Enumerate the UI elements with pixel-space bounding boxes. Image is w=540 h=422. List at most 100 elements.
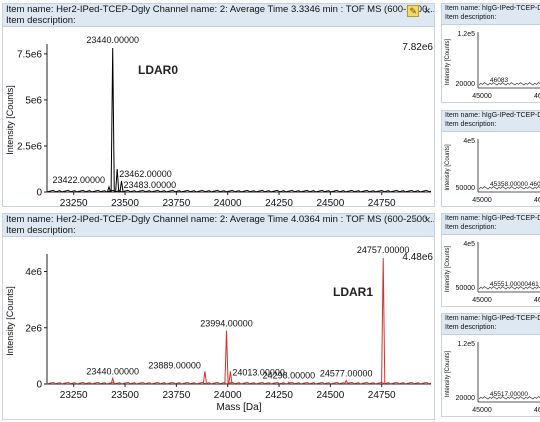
y-axis-label: Intensity [Counts] xyxy=(445,144,451,191)
x-tick-label: 45000 xyxy=(472,197,492,204)
spectrum-peak xyxy=(344,379,349,385)
peak-label: 23422.00000 xyxy=(52,175,105,185)
item-description-label: Item description: xyxy=(6,15,76,26)
y-tick-label: 50000 xyxy=(456,285,476,292)
x-axis-label: Mass [Da] xyxy=(216,402,261,413)
close-icon[interactable]: ✕ xyxy=(423,215,431,225)
peak-label: 45517.00000 xyxy=(490,391,528,398)
y-tick-label: 20000 xyxy=(456,395,476,402)
x-tick-label: 45000 xyxy=(472,297,492,304)
spectrum-peak xyxy=(202,371,207,385)
x-tick-label: 24000 xyxy=(214,390,242,401)
peak-label: 24577.00000 xyxy=(320,369,373,379)
panel-header: Item name: hIgG-IPed-TCEP-Dgl Item descr… xyxy=(442,314,540,335)
item-name-label: Item name: hIgG-IPed-TCEP-Dgl xyxy=(445,315,540,322)
spectrum-peak xyxy=(224,330,229,385)
peak-label: 23483.00000 xyxy=(124,180,177,190)
y-tick-label: 7.5e6 xyxy=(17,49,42,60)
x-tick-label: 24500 xyxy=(316,390,344,401)
x-tick-label: 460 xyxy=(534,297,540,304)
panel-header: Item name: hIgG-IPed-TCEP-Dgl Item descr… xyxy=(442,111,540,132)
y-tick-label: 5e6 xyxy=(25,95,42,106)
item-description-label: Item description: xyxy=(6,225,76,236)
spectrum-peak xyxy=(381,257,386,385)
side-spectrum-panel: Item name: hIgG-IPed-TCEP-Dgl Item descr… xyxy=(441,110,540,207)
x-tick-label: 24000 xyxy=(214,198,242,207)
side-spectrum-chart[interactable]: Intensity [Counts] 4e5 50000 45551.00000461… xyxy=(442,234,540,307)
y-tick-label: 20000 xyxy=(456,81,476,88)
species-annotation: LDAR0 xyxy=(138,63,178,77)
peak-label: 24298.00000 xyxy=(263,370,316,380)
y-axis-label: Intensity [Counts] xyxy=(445,350,451,397)
item-description-label: Item description: xyxy=(445,224,497,231)
peak-label: 23440.00000 xyxy=(86,35,139,45)
x-tick-label: 45000 xyxy=(472,407,492,414)
max-intensity-label: 7.82e6 xyxy=(402,42,433,53)
x-tick-label: 23750 xyxy=(162,390,190,401)
x-tick-label: 23500 xyxy=(111,390,139,401)
y-axis-label: Intensity [Counts] xyxy=(445,245,451,292)
panel-header: Item name: Her2-IPed-TCEP-Dgly Channel n… xyxy=(3,4,434,27)
baseline-trace xyxy=(478,82,540,86)
x-tick-label: 24250 xyxy=(265,198,293,207)
peak-label: 23994.00000 xyxy=(200,319,253,329)
close-icon[interactable]: ✕ xyxy=(423,6,431,16)
item-name-label: Item name: hIgG-IPed-TCEP-Dgl xyxy=(445,5,540,12)
side-spectrum-panel: Item name: hIgG-IPed-TCEP-Dgl Item descr… xyxy=(441,313,540,417)
item-name-label: Item name: hIgG-IPed-TCEP-Dgl xyxy=(445,215,540,222)
x-tick-label: 24750 xyxy=(368,198,396,207)
mass-spectrum-chart[interactable]: Intensity [Counts] 0 2e6 4e6 23250 23500 23750… xyxy=(3,236,435,420)
spectrum-panel-ldar0: Item name: Her2-IPed-TCEP-Dgly Channel n… xyxy=(2,3,435,207)
panel-header: Item name: hIgG-IPed-TCEP-Dgl Item descr… xyxy=(442,4,540,25)
peak-label: 24013.00000 xyxy=(232,367,285,377)
side-spectrum-chart[interactable]: Intensity [Counts] 4e5 50000 45358.00000 46… xyxy=(442,131,540,207)
peak-label: 23889.00000 xyxy=(148,360,201,370)
x-tick-label: 4608 xyxy=(534,93,540,100)
side-spectrum-chart[interactable]: Intensity [Counts] 1.2e5 20000 45517.00000 4… xyxy=(442,334,540,417)
species-annotation: LDAR1 xyxy=(333,285,373,299)
y-tick-label: 4e5 xyxy=(463,138,475,145)
spectrum-peak xyxy=(228,371,233,385)
spectrum-peak xyxy=(106,185,112,193)
item-name-label: Item name: hIgG-IPed-TCEP-Dgl xyxy=(445,112,540,119)
spectrum-peak xyxy=(286,381,291,385)
x-tick-label: 45000 xyxy=(472,93,492,100)
item-description-label: Item description: xyxy=(445,121,497,128)
peak-label: 24757.00000 xyxy=(357,245,410,255)
y-tick-label: 4e5 xyxy=(463,241,475,248)
y-axis-label: Intensity [Counts] xyxy=(5,286,15,356)
mass-spectrum-chart[interactable]: Intensity [Counts] 0 2.5e6 5e6 7.5e6 23250 235… xyxy=(3,26,435,207)
baseline-trace xyxy=(478,186,540,190)
item-name-label: Item name: Her2-IPed-TCEP-Dgly Channel n… xyxy=(6,4,435,15)
panel-header: Item name: hIgG-IPed-TCEP-Dgl Item descr… xyxy=(442,214,540,235)
x-tick-label: 24750 xyxy=(368,390,396,401)
baseline-trace xyxy=(478,396,540,400)
y-tick-label: 2e6 xyxy=(25,323,42,334)
peak-label: 45358.00000 46079 xyxy=(490,181,540,188)
x-tick-label: 23500 xyxy=(111,198,139,207)
y-tick-label: 1.2e5 xyxy=(457,31,475,38)
pin-icon[interactable]: ✎ xyxy=(411,215,419,225)
side-spectrum-chart[interactable]: Intensity [Counts] 1.2e5 20000 46083 45000 46… xyxy=(442,24,540,103)
x-tick-label: 24500 xyxy=(316,198,344,207)
side-spectrum-panel: Item name: hIgG-IPed-TCEP-Dgl Item descr… xyxy=(441,213,540,307)
y-tick-label: 50000 xyxy=(456,185,476,192)
spectrum-peak xyxy=(115,168,120,193)
peak-label: 46083 xyxy=(490,77,508,84)
y-tick-label: 0 xyxy=(36,380,42,391)
spectrum-peak xyxy=(110,376,115,385)
peak-label: 23462.00000 xyxy=(119,169,172,179)
peak-label: 45551.00000461 xyxy=(490,281,539,288)
side-spectrum-panel: Item name: hIgG-IPed-TCEP-Dgl Item descr… xyxy=(441,3,540,103)
x-tick-label: 23250 xyxy=(60,390,88,401)
panel-header: Item name: Her2-IPed-TCEP-Dgly Channel n… xyxy=(3,214,434,237)
spectrum-peak xyxy=(119,180,124,193)
peak-label: 23440.00000 xyxy=(86,366,139,376)
y-tick-label: 4e6 xyxy=(25,267,42,278)
x-tick-label: 460 xyxy=(534,197,540,204)
item-name-label: Item name: Her2-IPed-TCEP-Dgly Channel n… xyxy=(6,214,435,225)
item-description-label: Item description: xyxy=(445,324,497,331)
item-description-label: Item description: xyxy=(445,14,497,21)
baseline-trace xyxy=(478,286,540,290)
pin-icon[interactable]: ✎ xyxy=(407,5,419,17)
